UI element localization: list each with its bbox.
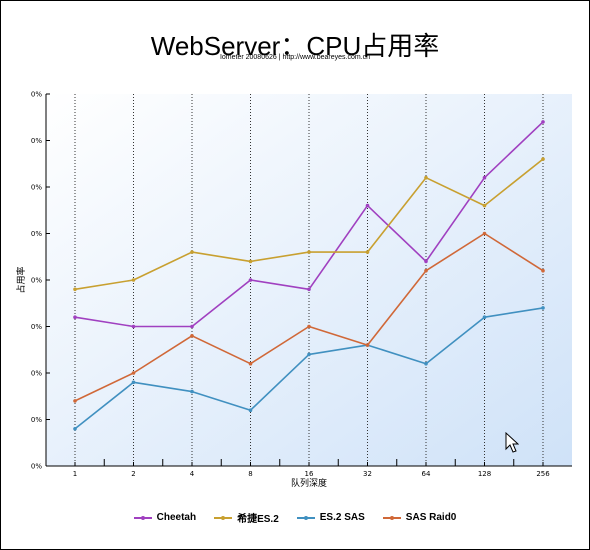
legend-item: 希捷ES.2 (214, 510, 279, 525)
data-point (248, 259, 253, 264)
data-point (248, 408, 253, 413)
data-point (307, 250, 311, 254)
y-tick-label: 0% (31, 277, 42, 285)
data-point (248, 278, 253, 282)
x-tick-label: 8 (248, 470, 252, 478)
data-point (424, 259, 428, 264)
data-point (307, 352, 311, 357)
mouse-cursor-icon (505, 432, 519, 453)
data-point (131, 371, 136, 375)
y-tick-label: 0% (31, 416, 42, 424)
data-point (541, 157, 545, 161)
legend-label: 希捷ES.2 (237, 514, 279, 525)
data-point (365, 250, 370, 254)
data-point (131, 278, 136, 282)
data-point (424, 268, 428, 273)
data-point (482, 203, 487, 208)
legend-swatch (214, 515, 233, 520)
x-axis-title: 队列深度 (291, 477, 327, 489)
x-tick-label: 32 (363, 470, 372, 478)
x-tick-label: 64 (422, 470, 431, 478)
data-point (482, 315, 487, 320)
data-point (73, 427, 77, 431)
legend-swatch (382, 515, 401, 520)
y-tick-label: 0% (31, 184, 42, 192)
data-point (482, 231, 487, 236)
legend-swatch (296, 515, 315, 520)
data-point (424, 361, 428, 366)
x-tick-label: 128 (478, 470, 491, 478)
data-point (541, 306, 545, 310)
x-tick-label: 4 (190, 470, 195, 478)
y-tick-label: 0% (31, 463, 42, 471)
legend-swatch (133, 515, 152, 520)
chart-subtitle: Iometer 20080626 | http://www.beareyes.c… (219, 54, 371, 61)
y-tick-label: 0% (31, 230, 42, 238)
data-point (73, 315, 77, 320)
data-point (73, 399, 77, 403)
legend: Cheetah 希捷ES.2 ES.2 SAS SAS Raid0 (0, 510, 590, 525)
y-axis-title: 占用率 (15, 266, 27, 293)
y-tick-label: 0% (31, 137, 42, 145)
legend-item: Cheetah (133, 510, 197, 525)
data-point (541, 120, 545, 124)
y-tick-label: 0% (31, 323, 42, 331)
chart-title: WebServer：CPU占用率 (150, 31, 440, 61)
y-tick-label: 0% (31, 370, 42, 378)
data-point (307, 324, 311, 329)
y-tick-label: 0% (31, 91, 42, 99)
data-point (424, 175, 428, 180)
data-point (307, 287, 311, 292)
data-point (248, 361, 253, 366)
x-tick-label: 256 (536, 470, 550, 478)
x-tick-label: 1 (73, 470, 77, 478)
legend-item: SAS Raid0 (382, 510, 457, 525)
data-point (190, 324, 194, 329)
data-point (131, 380, 136, 385)
data-point (482, 175, 487, 180)
x-tick-label: 16 (305, 470, 314, 478)
data-point (541, 268, 545, 273)
data-point (190, 389, 194, 394)
legend-label: SAS Raid0 (405, 512, 457, 523)
data-point (190, 250, 194, 254)
data-point (131, 324, 136, 329)
legend-label: Cheetah (156, 512, 197, 523)
legend-label: ES.2 SAS (319, 512, 365, 523)
data-point (365, 203, 370, 208)
data-point (365, 343, 370, 347)
legend-item: ES.2 SAS (296, 510, 365, 525)
x-tick-label: 2 (131, 470, 135, 478)
data-point (73, 287, 77, 292)
data-point (190, 334, 194, 338)
